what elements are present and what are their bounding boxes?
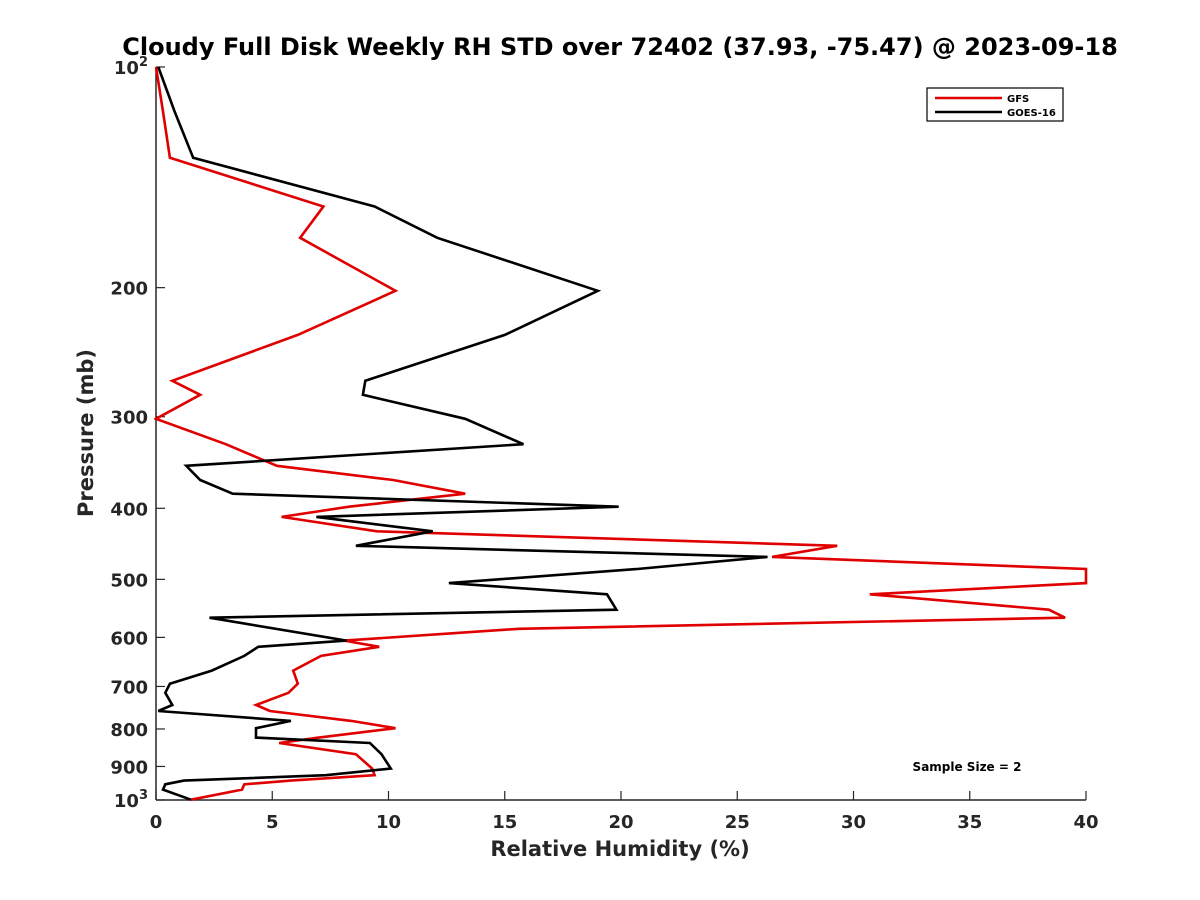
y-tick-label: 500 [110, 570, 148, 591]
x-tick-label: 0 [150, 812, 163, 833]
legend: GFS GOES-16 [926, 87, 1064, 122]
x-tick-label: 20 [608, 812, 633, 833]
y-tick-label: 700 [110, 677, 148, 698]
sample-size-annotation: Sample Size = 2 [913, 760, 1022, 774]
legend-label: GOES-16 [1007, 108, 1056, 119]
x-tick-label: 30 [841, 812, 866, 833]
y-tick-label: 102 [114, 55, 148, 79]
chart-title: Cloudy Full Disk Weekly RH STD over 7240… [122, 33, 1118, 61]
y-tick-label: 300 [110, 408, 148, 429]
y-tick-label: 900 [110, 757, 148, 778]
x-tick-label: 40 [1073, 812, 1098, 833]
y-axis-label: Pressure (mb) [74, 349, 98, 517]
x-tick-label: 15 [492, 812, 517, 833]
y-tick-label: 200 [110, 279, 148, 300]
legend-label: GFS [1007, 94, 1029, 105]
x-tick-label: 10 [376, 812, 401, 833]
legend-box [926, 87, 1064, 122]
y-tick-label: 103 [114, 788, 148, 812]
x-tick-label: 35 [957, 812, 982, 833]
x-tick-label: 25 [725, 812, 750, 833]
series-line-gfs [154, 66, 1088, 801]
plot-area: 0 5 10 15 20 25 30 35 40 102 200 300 400 500 600 700 800… [110, 55, 1098, 833]
y-tick-label: 400 [110, 499, 148, 520]
x-axis-label: Relative Humidity (%) [490, 837, 749, 861]
x-tick-label: 5 [266, 812, 279, 833]
y-tick-label: 800 [110, 720, 148, 741]
series-line-goes-16 [157, 66, 768, 801]
y-tick-label: 600 [110, 628, 148, 649]
